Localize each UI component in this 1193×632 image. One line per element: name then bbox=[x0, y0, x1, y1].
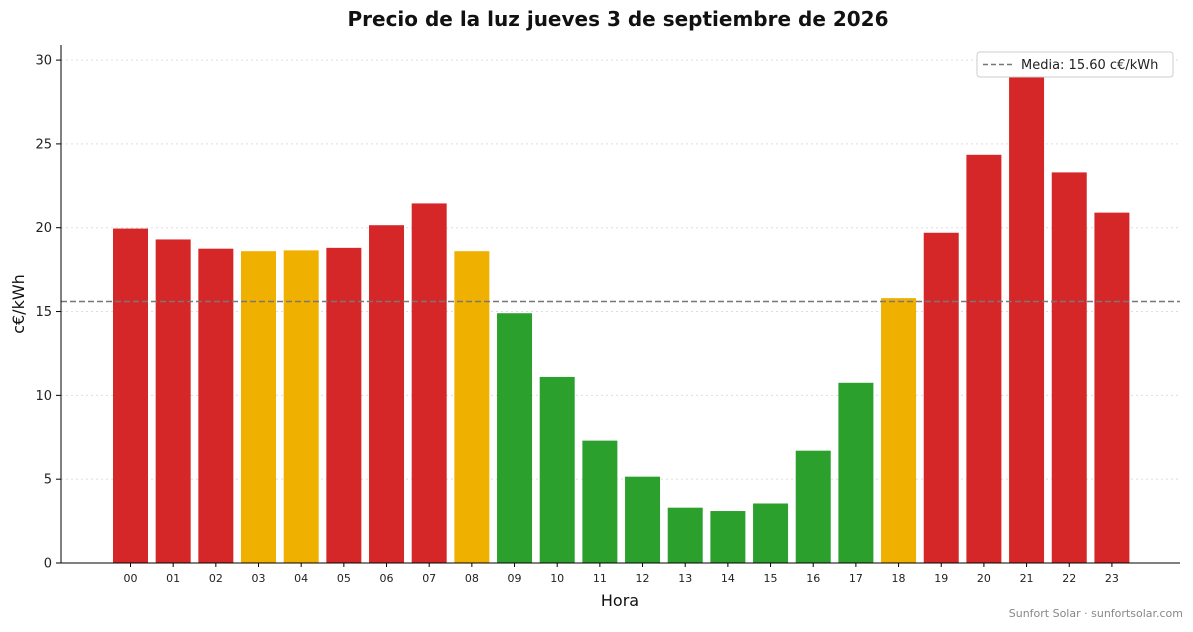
x-tick-label: 01 bbox=[166, 572, 180, 585]
x-tick-label: 11 bbox=[593, 572, 607, 585]
x-tick-label: 18 bbox=[892, 572, 906, 585]
bar-hour-16 bbox=[795, 450, 831, 563]
x-tick-label: 22 bbox=[1062, 572, 1076, 585]
x-tick-label: 09 bbox=[508, 572, 522, 585]
bar-hour-23 bbox=[1094, 212, 1130, 563]
bar-hour-20 bbox=[966, 154, 1002, 563]
x-tick-label: 19 bbox=[934, 572, 948, 585]
y-tick-label: 30 bbox=[35, 54, 52, 69]
legend: Media: 15.60 c€/kWh bbox=[976, 51, 1174, 78]
x-tick-label: 07 bbox=[422, 572, 436, 585]
bar-hour-11 bbox=[582, 440, 618, 563]
x-tick-label: 05 bbox=[337, 572, 351, 585]
x-tick-label: 16 bbox=[806, 572, 820, 585]
x-tick-label: 23 bbox=[1105, 572, 1119, 585]
y-tick-label: 5 bbox=[44, 473, 52, 488]
y-tick-label: 10 bbox=[35, 389, 52, 404]
bar-hour-02 bbox=[198, 248, 234, 563]
x-tick-label: 02 bbox=[209, 572, 223, 585]
x-tick-label: 08 bbox=[465, 572, 479, 585]
bar-hour-01 bbox=[155, 239, 191, 564]
x-tick-label: 21 bbox=[1020, 572, 1034, 585]
chart-title: Precio de la luz jueves 3 de septiembre … bbox=[347, 7, 888, 31]
x-tick-label: 13 bbox=[678, 572, 692, 585]
bar-hour-18 bbox=[881, 298, 917, 563]
x-tick-label: 12 bbox=[636, 572, 650, 585]
legend-mean-label: Media: 15.60 c€/kWh bbox=[1021, 58, 1158, 73]
y-tick-label: 15 bbox=[35, 305, 52, 320]
bar-hour-21 bbox=[1009, 71, 1045, 563]
bar-hour-19 bbox=[923, 232, 959, 564]
credit-text: Sunfort Solar · sunfortsolar.com bbox=[1009, 607, 1183, 620]
y-tick-labels: 0 5 10 15 20 25 30 bbox=[35, 54, 52, 572]
x-tick-label: 15 bbox=[764, 572, 778, 585]
x-tick-label: 17 bbox=[849, 572, 863, 585]
y-axis-label: c€/kWh bbox=[9, 274, 28, 334]
y-tick-label: 25 bbox=[35, 137, 52, 152]
bar-hour-10 bbox=[539, 376, 575, 563]
x-tick-label: 06 bbox=[380, 572, 394, 585]
x-axis-label: Hora bbox=[601, 591, 639, 610]
y-tick-label: 20 bbox=[35, 221, 52, 236]
x-tick-labels: 00 01 02 03 04 05 06 07 08 09 10 11 12 13 14 15 16 17 18 19… bbox=[124, 572, 1119, 585]
bar-hour-14 bbox=[710, 511, 746, 563]
x-tick-label: 04 bbox=[294, 572, 308, 585]
bar-hour-04 bbox=[283, 250, 319, 563]
bar-hour-22 bbox=[1051, 172, 1087, 563]
axes-layer bbox=[56, 45, 1180, 567]
bar-hour-00 bbox=[113, 228, 148, 563]
bar-hour-12 bbox=[625, 476, 661, 563]
bars-layer bbox=[113, 71, 1130, 564]
x-tick-label: 00 bbox=[124, 572, 138, 585]
bar-hour-06 bbox=[369, 225, 405, 563]
bar-hour-03 bbox=[241, 251, 277, 564]
x-tick-label: 10 bbox=[550, 572, 564, 585]
legend-box bbox=[976, 51, 1174, 78]
bar-hour-15 bbox=[753, 503, 789, 563]
y-tick-label: 0 bbox=[44, 557, 52, 572]
bar-hour-05 bbox=[326, 247, 362, 563]
bar-hour-08 bbox=[454, 251, 490, 564]
bar-hour-13 bbox=[667, 507, 703, 563]
x-tick-label: 03 bbox=[252, 572, 266, 585]
bar-hour-09 bbox=[497, 313, 533, 563]
x-tick-label: 14 bbox=[721, 572, 735, 585]
x-tick-label: 20 bbox=[977, 572, 991, 585]
bar-hour-07 bbox=[411, 203, 447, 563]
bar-hour-17 bbox=[838, 382, 874, 563]
